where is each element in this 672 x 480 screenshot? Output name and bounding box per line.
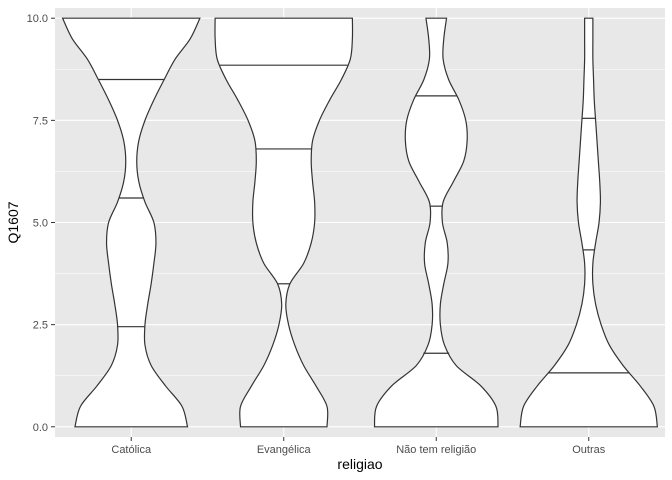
- violin-0: [61, 17, 201, 428]
- y-axis-title: Q1607: [5, 201, 21, 243]
- y-axis-ticks: 0.0 2.5 5.0 7.5 10.0: [27, 13, 55, 434]
- violin-1: [214, 17, 354, 428]
- x-axis-ticks: Católica Evangélica Não tem religião Outras: [111, 437, 606, 456]
- violins: [61, 17, 659, 428]
- x-tick-label: Católica: [111, 444, 152, 456]
- y-tick-label: 2.5: [33, 320, 48, 332]
- x-tick-label: Evangélica: [257, 444, 312, 456]
- y-tick-label: 7.5: [33, 115, 48, 127]
- x-axis-title: religiao: [337, 456, 382, 472]
- x-tick-label: Não tem religião: [396, 444, 476, 456]
- y-tick-label: 0.0: [33, 422, 48, 434]
- x-tick-label: Outras: [572, 444, 606, 456]
- violin-3: [519, 17, 659, 428]
- violin-2: [373, 17, 499, 428]
- y-tick-label: 5.0: [33, 218, 48, 230]
- y-tick-label: 10.0: [27, 13, 48, 25]
